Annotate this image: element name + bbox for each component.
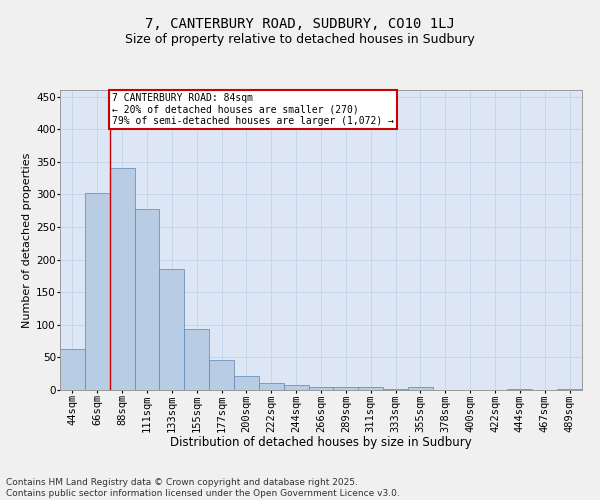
Text: Size of property relative to detached houses in Sudbury: Size of property relative to detached ho…	[125, 32, 475, 46]
Bar	[557, 388, 582, 390]
Bar	[408, 388, 433, 390]
Bar	[383, 388, 408, 390]
Text: 7, CANTERBURY ROAD, SUDBURY, CO10 1LJ: 7, CANTERBURY ROAD, SUDBURY, CO10 1LJ	[145, 18, 455, 32]
Bar	[160, 270, 184, 390]
Bar	[234, 376, 259, 390]
Bar	[60, 349, 85, 390]
Text: Contains HM Land Registry data © Crown copyright and database right 2025.
Contai: Contains HM Land Registry data © Crown c…	[6, 478, 400, 498]
X-axis label: Distribution of detached houses by size in Sudbury: Distribution of detached houses by size …	[170, 436, 472, 449]
Bar	[209, 360, 234, 390]
Bar	[358, 388, 383, 390]
Bar	[85, 193, 110, 390]
Bar	[308, 386, 334, 390]
Bar	[134, 210, 160, 390]
Y-axis label: Number of detached properties: Number of detached properties	[22, 152, 32, 328]
Bar	[184, 330, 209, 390]
Bar	[334, 386, 358, 390]
Bar	[284, 386, 308, 390]
Bar	[508, 388, 532, 390]
Bar	[110, 168, 134, 390]
Text: 7 CANTERBURY ROAD: 84sqm
← 20% of detached houses are smaller (270)
79% of semi-: 7 CANTERBURY ROAD: 84sqm ← 20% of detach…	[112, 94, 394, 126]
Bar	[259, 383, 284, 390]
